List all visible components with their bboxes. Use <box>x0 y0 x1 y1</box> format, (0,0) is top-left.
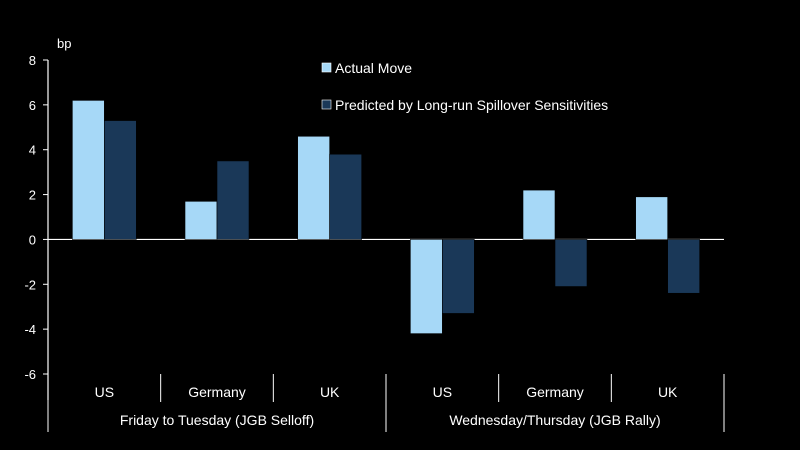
legend: Actual Move Predicted by Long-run Spillov… <box>321 60 608 113</box>
bar-predicted <box>667 239 700 294</box>
group-label: Friday to Tuesday (JGB Selloff) <box>120 412 314 428</box>
bar-actual <box>297 135 330 240</box>
category-label: US <box>95 384 114 400</box>
y-tick-label: 6 <box>29 98 36 113</box>
labels-layer: 8 6 4 2 0 -2 -4 -6 bp US Germany UK US Germany UK Frida… <box>24 36 678 428</box>
category-label: Germany <box>188 384 246 400</box>
bar-predicted <box>216 160 250 240</box>
bar-predicted <box>554 239 588 287</box>
y-tick-label: -4 <box>24 322 36 337</box>
bar-predicted <box>104 120 137 240</box>
bar-actual <box>410 239 443 334</box>
bars-layer <box>72 100 700 334</box>
y-tick-label: 0 <box>29 232 36 247</box>
legend-swatch-predicted <box>321 99 332 110</box>
category-label: US <box>433 384 452 400</box>
y-tick-label: 8 <box>29 53 36 68</box>
bar-predicted <box>442 239 475 314</box>
category-label: Germany <box>526 384 584 400</box>
bar-actual <box>635 196 668 240</box>
axes-layer <box>43 59 725 432</box>
y-axis-unit-label: bp <box>57 36 71 51</box>
bar-actual <box>184 201 218 240</box>
category-label: UK <box>658 384 678 400</box>
bar-actual <box>72 100 105 240</box>
legend-label: Actual Move <box>335 60 412 76</box>
y-tick-label: 2 <box>29 188 36 203</box>
bar-predicted <box>329 153 362 240</box>
legend-label: Predicted by Long-run Spillover Sensitiv… <box>335 97 608 113</box>
legend-swatch-actual <box>321 62 332 73</box>
group-label: Wednesday/Thursday (JGB Rally) <box>449 412 660 428</box>
y-tick-label: 4 <box>29 143 36 158</box>
bar-actual <box>522 189 556 240</box>
category-label: UK <box>320 384 340 400</box>
y-tick-label: -2 <box>24 277 36 292</box>
y-tick-label: -6 <box>24 367 36 382</box>
